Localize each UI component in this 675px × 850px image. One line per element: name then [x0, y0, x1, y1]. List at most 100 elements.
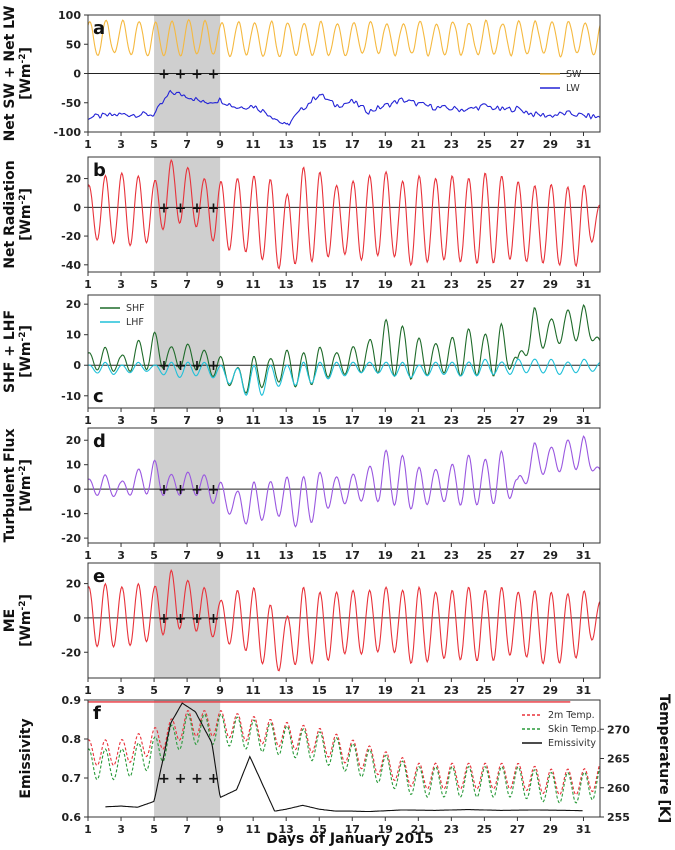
legend-label: SHF — [126, 303, 145, 314]
x-tick-label: 29 — [543, 684, 558, 697]
x-tick-label: 3 — [117, 414, 125, 427]
y-tick-label: 0.7 — [62, 772, 82, 785]
x-tick-label: 7 — [183, 278, 191, 291]
x-tick-label: 19 — [378, 823, 393, 836]
y-tick-label: 0.8 — [62, 733, 82, 746]
x-tick-label: 25 — [477, 414, 492, 427]
x-tick-label: 13 — [279, 549, 294, 562]
x-tick-label: 31 — [576, 684, 591, 697]
x-tick-label: 27 — [510, 138, 525, 151]
plus-marker: + — [208, 67, 220, 83]
legend-label: LHF — [126, 317, 144, 328]
y-axis-label: Net Radiation — [2, 160, 18, 268]
y-tick-label: 10 — [66, 459, 82, 472]
plus-marker: + — [158, 482, 170, 498]
x-tick-label: 13 — [279, 138, 294, 151]
plus-marker: + — [208, 771, 220, 787]
x-tick-label: 29 — [543, 414, 558, 427]
y-tick-label: 100 — [58, 9, 81, 22]
x-tick-label: 25 — [477, 823, 492, 836]
x-tick-label: 17 — [345, 278, 360, 291]
x-tick-label: 17 — [345, 823, 360, 836]
series-sw — [87, 18, 601, 58]
x-tick-label: 3 — [117, 684, 125, 697]
x-tick-label: 27 — [510, 684, 525, 697]
x-tick-label: 13 — [279, 278, 294, 291]
y-tick-label: 20 — [66, 578, 82, 591]
legend-label: LW — [566, 83, 580, 94]
plus-marker: + — [175, 482, 187, 498]
plus-marker: + — [191, 771, 203, 787]
x-tick-label: 17 — [345, 414, 360, 427]
x-tick-label: 15 — [312, 414, 327, 427]
y-tick-label: 20 — [66, 434, 82, 447]
x-tick-label: 23 — [444, 549, 459, 562]
x-tick-label: 9 — [216, 549, 224, 562]
plus-marker: + — [191, 200, 203, 216]
y-axis-label: ME — [2, 609, 18, 633]
y-axis-label: [Wm-2] — [18, 188, 34, 241]
x-tick-label: 5 — [150, 414, 158, 427]
shaded-region — [154, 700, 221, 817]
x-tick-label: 21 — [411, 823, 426, 836]
legend-label: SW — [566, 69, 582, 80]
x-tick-label: 1 — [84, 549, 92, 562]
x-tick-label: 23 — [444, 414, 459, 427]
plus-marker: + — [158, 358, 170, 374]
x-tick-label: 17 — [345, 549, 360, 562]
plot-frame — [87, 294, 601, 409]
x-tick-label: 31 — [576, 823, 591, 836]
x-tick-label: 11 — [246, 138, 261, 151]
x-tick-label: 21 — [411, 549, 426, 562]
plus-marker: + — [175, 771, 187, 787]
x-tick-label: 25 — [477, 278, 492, 291]
x-tick-label: 23 — [444, 278, 459, 291]
x-tick-label: 19 — [378, 138, 393, 151]
legend-label: Skin Temp. — [548, 724, 600, 735]
y-tick-label: 0.9 — [62, 694, 82, 707]
x-tick-label: 25 — [477, 138, 492, 151]
x-tick-label: 19 — [378, 278, 393, 291]
x-tick-label: 13 — [279, 823, 294, 836]
x-tick-label: 29 — [543, 138, 558, 151]
x-tick-label: 7 — [183, 549, 191, 562]
panel-letter: b — [93, 160, 106, 181]
series-e-0 — [87, 568, 601, 672]
y-tick-label: -20 — [61, 646, 81, 659]
x-tick-label: 9 — [216, 278, 224, 291]
y-tick-label: -20 — [61, 230, 81, 243]
x-tick-label: 29 — [543, 823, 558, 836]
x-tick-label: 9 — [216, 823, 224, 836]
x-tick-label: 1 — [84, 684, 92, 697]
x-tick-label: 23 — [444, 684, 459, 697]
x-tick-label: 21 — [411, 138, 426, 151]
plus-marker: + — [191, 358, 203, 374]
x-tick-label: 9 — [216, 684, 224, 697]
y-axis-label: [Wm-2] — [18, 459, 34, 512]
y-tick-label: 0 — [73, 612, 81, 625]
x-tick-label: 31 — [576, 138, 591, 151]
series-emissivity — [105, 702, 583, 813]
y-tick-label: 50 — [66, 38, 82, 51]
x-tick-label: 23 — [444, 823, 459, 836]
x-tick-label: 21 — [411, 278, 426, 291]
x-tick-label: 7 — [183, 414, 191, 427]
x-tick-label: 15 — [312, 278, 327, 291]
panel-letter: c — [93, 386, 104, 407]
series-2m-temp- — [87, 709, 601, 796]
x-tick-label: 5 — [150, 549, 158, 562]
plus-marker: + — [191, 482, 203, 498]
x-tick-label: 7 — [183, 823, 191, 836]
plus-marker: + — [191, 67, 203, 83]
y-tick-label: -40 — [61, 259, 81, 272]
y-tick-label: 0 — [73, 483, 81, 496]
x-tick-label: 15 — [312, 823, 327, 836]
y-tick-label: 20 — [66, 298, 82, 311]
x-tick-label: 31 — [576, 549, 591, 562]
series-lw — [87, 89, 601, 126]
x-tick-label: 15 — [312, 138, 327, 151]
x-tick-label: 13 — [279, 414, 294, 427]
plus-marker: + — [175, 200, 187, 216]
